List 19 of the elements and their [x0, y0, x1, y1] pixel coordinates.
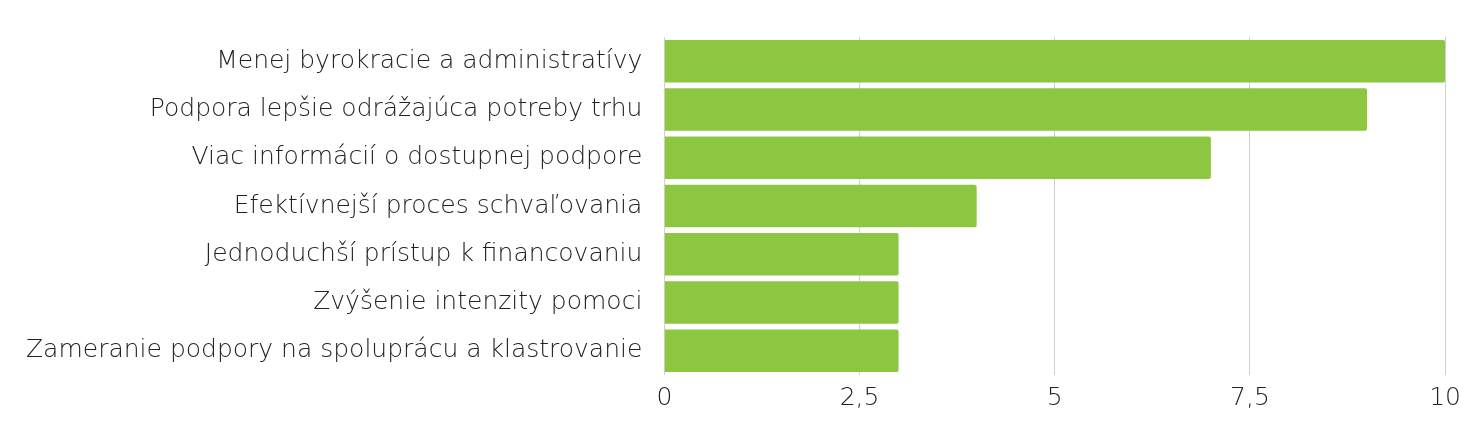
y-tick-label: Efektívnejší proces schvaľovania	[233, 189, 643, 219]
x-tick-label: 7,5	[1230, 381, 1270, 411]
y-tick-label: Viac informácií o dostupnej podpore	[191, 141, 643, 171]
x-tick-label: 0	[656, 381, 673, 411]
x-tick-label: 10	[1429, 381, 1461, 411]
y-tick-label: Podpora lepšie odrážajúca potreby trhu	[149, 92, 643, 122]
y-tick-label: Zameranie podpory na spoluprácu a klastrovanie	[26, 334, 643, 364]
y-tick-label: Zvýšenie intenzity pomoci	[313, 286, 643, 316]
bar	[664, 39, 1446, 83]
bar	[664, 88, 1368, 131]
y-tick-label: Menej byrokracie a administratívy	[216, 44, 643, 74]
bar	[664, 184, 977, 228]
x-tick-label: 2,5	[839, 381, 880, 411]
bar	[664, 329, 899, 373]
bar	[664, 281, 899, 324]
bar	[664, 233, 899, 276]
y-tick-label: Jednoduchší prístup k financovaniu	[204, 237, 643, 267]
bar	[664, 136, 1211, 179]
x-tick-label: 5	[1046, 381, 1063, 411]
